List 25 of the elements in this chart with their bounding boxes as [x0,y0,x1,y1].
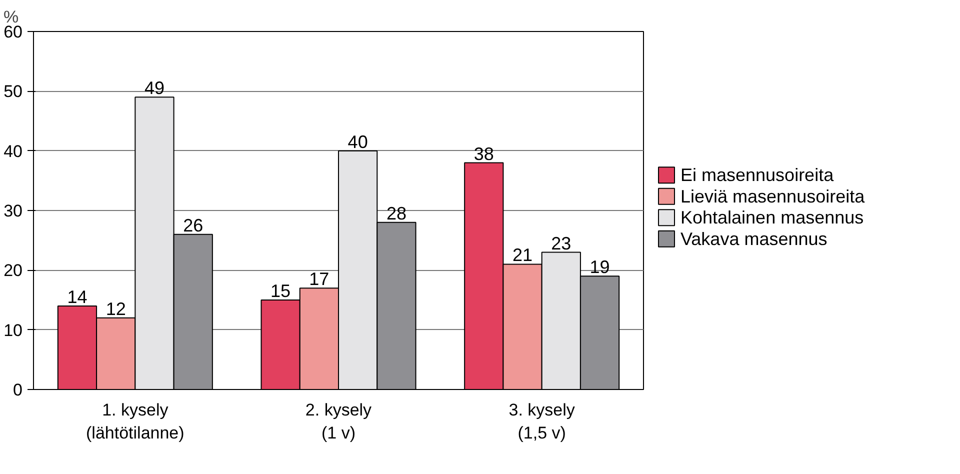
data-label: 26 [183,215,204,236]
y-tick-label: 30 [4,202,23,220]
data-label: 49 [144,78,165,98]
x-tick-label: 1. kysely (lähtötilanne) [86,400,184,442]
legend-label: Vakava masennus [680,228,828,249]
legend-label: Kohtalainen masennus [680,208,864,228]
data-label: 15 [270,281,291,301]
x-tick-label: 3. kysely (1,5 v) [508,400,576,442]
data-label: 17 [309,269,330,290]
x-tick-label: 2. kysely (1 v) [305,400,372,442]
data-label: 40 [348,132,368,152]
y-tick-label: 0 [13,380,23,400]
y-tick-label: 20 [4,261,23,280]
y-tick-label: 10 [4,320,23,340]
legend-label: Lieviä masennusoireita [680,186,866,206]
data-label: 23 [551,233,572,254]
data-label: 28 [386,203,406,224]
data-label: 21 [512,245,533,266]
y-tick-label: 50 [4,82,23,102]
data-label: 14 [67,286,88,307]
data-label: 38 [474,144,494,164]
data-label: 12 [106,298,126,319]
legend-label: Ei masennusoireita [680,165,835,186]
y-tick-label: 40 [4,142,23,161]
data-label: 19 [590,257,610,278]
